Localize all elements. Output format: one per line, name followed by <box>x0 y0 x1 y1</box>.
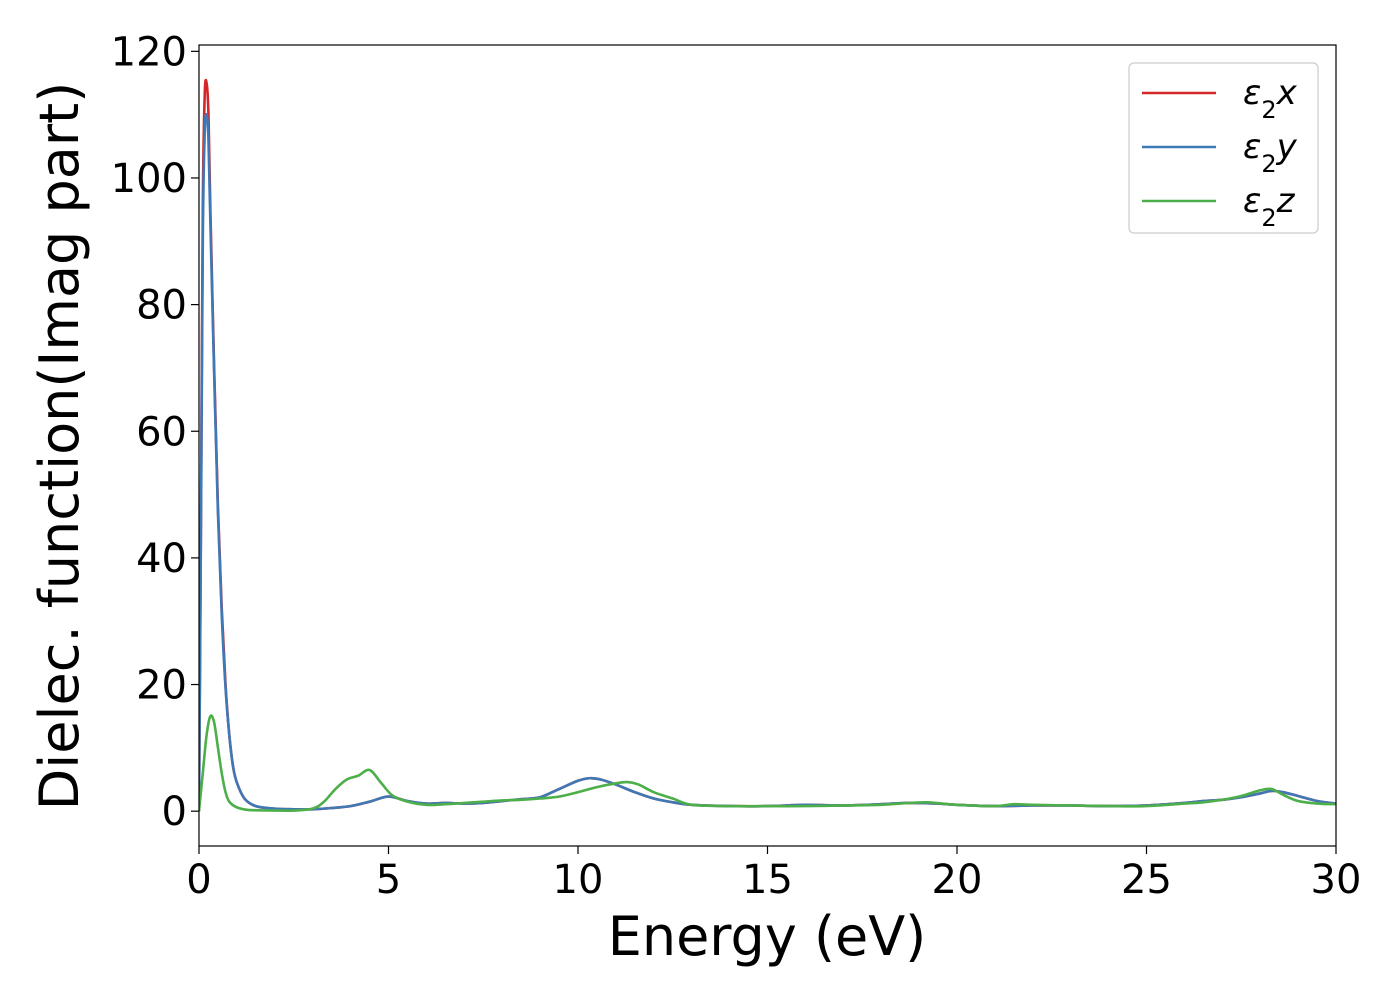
y-tick-label: 0 <box>162 789 187 835</box>
x-tick-label: 20 <box>932 857 983 903</box>
y-axis-ticks: 0 20 40 60 80 100 120 <box>111 29 199 835</box>
y-tick-label: 80 <box>136 283 187 329</box>
y-tick-label: 100 <box>111 156 187 202</box>
legend-frame <box>1128 62 1319 234</box>
x-tick-label: 10 <box>553 857 604 903</box>
y-axis-label: Dielec. function(Imag part) <box>28 82 91 811</box>
legend-label-z: ε2z <box>1243 181 1296 232</box>
series-line-z <box>199 714 1336 813</box>
x-tick-label: 5 <box>376 857 401 903</box>
legend-label-x: ε2x <box>1243 73 1298 124</box>
y-tick-label: 20 <box>136 663 187 709</box>
x-axis-ticks: 0 5 10 15 20 25 30 <box>186 846 1361 903</box>
x-axis-label: Energy (eV) <box>608 905 927 968</box>
x-tick-label: 15 <box>742 857 793 903</box>
x-tick-label: 0 <box>186 857 211 903</box>
x-tick-label: 25 <box>1121 857 1172 903</box>
y-tick-label: 120 <box>111 29 187 75</box>
plot-lines <box>199 78 1336 813</box>
legend-label-y: ε2y <box>1243 127 1298 178</box>
y-tick-label: 60 <box>136 409 187 455</box>
x-tick-label: 30 <box>1311 857 1362 903</box>
y-tick-label: 40 <box>136 536 187 582</box>
